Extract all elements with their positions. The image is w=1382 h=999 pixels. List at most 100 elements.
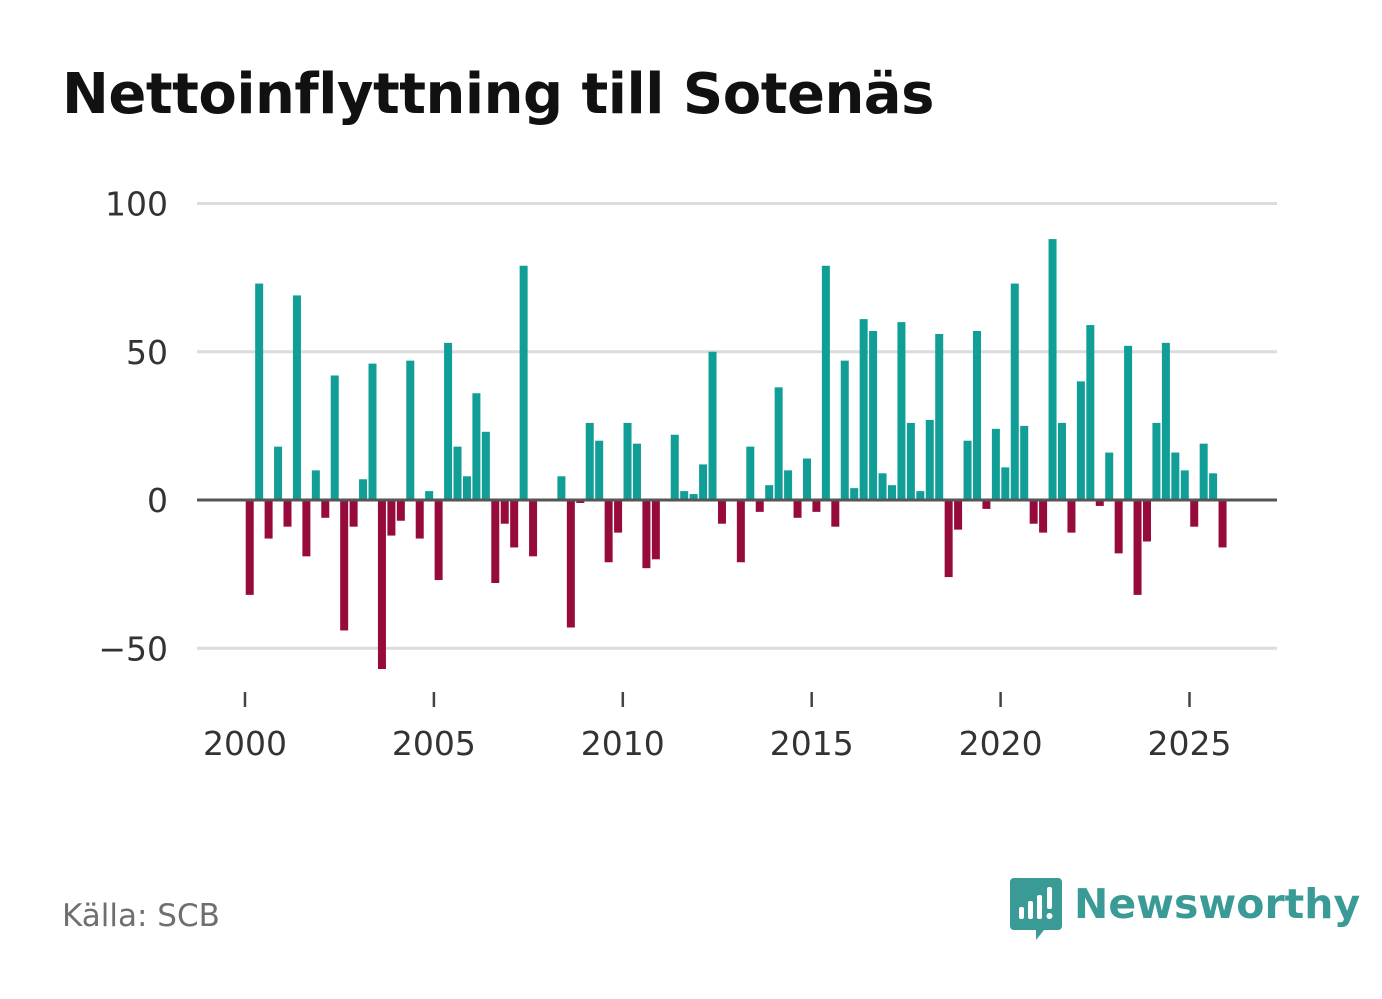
bar bbox=[765, 485, 774, 500]
bar bbox=[387, 500, 396, 536]
bar bbox=[1057, 422, 1066, 500]
bar bbox=[359, 479, 368, 500]
bar bbox=[906, 422, 915, 500]
bar bbox=[283, 500, 292, 527]
bar bbox=[699, 464, 708, 500]
bar bbox=[434, 500, 443, 581]
bar bbox=[1010, 283, 1019, 500]
bar bbox=[1152, 422, 1161, 500]
x-tick-label: 2010 bbox=[581, 724, 665, 763]
bar bbox=[472, 393, 481, 500]
bar bbox=[972, 331, 981, 500]
brand-name: Newsworthy bbox=[1074, 880, 1361, 928]
bar bbox=[1124, 345, 1133, 500]
bar bbox=[1161, 342, 1170, 500]
bar bbox=[321, 500, 330, 518]
bar bbox=[1199, 443, 1208, 500]
bar bbox=[746, 446, 755, 500]
bar bbox=[935, 333, 944, 500]
bar bbox=[850, 488, 859, 500]
gridlines bbox=[197, 202, 1277, 650]
bar bbox=[1076, 381, 1085, 500]
bar bbox=[784, 470, 793, 500]
bar bbox=[264, 500, 273, 539]
bar bbox=[425, 491, 434, 500]
y-tick-label: 50 bbox=[126, 333, 168, 372]
bar bbox=[840, 360, 849, 500]
bar bbox=[406, 360, 415, 500]
bar bbox=[812, 500, 821, 512]
bar bbox=[585, 422, 594, 500]
bar bbox=[755, 500, 764, 512]
bar bbox=[614, 500, 623, 533]
bar bbox=[1086, 325, 1095, 500]
bar bbox=[340, 500, 349, 631]
bar bbox=[802, 458, 811, 500]
bar bbox=[274, 446, 283, 500]
bar bbox=[1067, 500, 1076, 533]
bar bbox=[859, 319, 868, 500]
bar bbox=[821, 265, 830, 500]
bar bbox=[444, 342, 453, 500]
bar bbox=[642, 500, 651, 569]
bar bbox=[1001, 467, 1010, 500]
x-tick-label: 2005 bbox=[392, 724, 476, 763]
bar bbox=[774, 387, 783, 500]
bar bbox=[680, 491, 689, 500]
bar bbox=[330, 375, 339, 500]
bar bbox=[604, 500, 613, 563]
bar bbox=[878, 473, 887, 500]
bar bbox=[1209, 473, 1218, 500]
bar bbox=[632, 443, 641, 500]
bar bbox=[415, 500, 424, 539]
bar bbox=[510, 500, 519, 548]
bar bbox=[557, 476, 566, 500]
bar bbox=[1143, 500, 1151, 542]
bar bbox=[1190, 500, 1199, 527]
bar bbox=[595, 440, 604, 500]
bar bbox=[954, 500, 963, 530]
bar bbox=[944, 500, 953, 578]
bar bbox=[1095, 500, 1104, 506]
source-note: Källa: SCB bbox=[62, 898, 220, 934]
bar bbox=[377, 500, 386, 669]
bar bbox=[491, 500, 500, 584]
bar bbox=[670, 434, 679, 500]
bar bbox=[916, 491, 925, 500]
bar bbox=[368, 363, 377, 500]
x-tick-label: 2000 bbox=[203, 724, 287, 763]
bars bbox=[245, 239, 1227, 669]
bar bbox=[302, 500, 311, 557]
chart-title: Nettoinflyttning till Sotenäs bbox=[62, 62, 934, 127]
bar bbox=[481, 431, 490, 500]
bar bbox=[255, 283, 264, 500]
brand-logo[interactable]: Newsworthy bbox=[1010, 878, 1360, 942]
bar bbox=[623, 422, 632, 500]
bar bbox=[963, 440, 972, 500]
y-tick-label: 100 bbox=[105, 185, 168, 224]
newsworthy-logo-icon bbox=[1010, 878, 1062, 940]
bar bbox=[1105, 452, 1114, 500]
bar bbox=[1218, 500, 1227, 548]
y-tick-label: 0 bbox=[147, 481, 168, 520]
y-tick-label: −50 bbox=[98, 629, 168, 668]
bar bbox=[566, 500, 575, 628]
bar bbox=[396, 500, 405, 521]
bar bbox=[991, 428, 1000, 500]
bar bbox=[529, 500, 538, 557]
bar bbox=[292, 295, 301, 500]
bar bbox=[793, 500, 802, 518]
bar bbox=[689, 494, 698, 500]
bar bbox=[462, 476, 471, 500]
bar bbox=[897, 322, 906, 500]
bar bbox=[500, 500, 509, 524]
bar bbox=[651, 500, 660, 560]
bar bbox=[1039, 500, 1048, 533]
bar bbox=[831, 500, 840, 527]
x-tick-label: 2025 bbox=[1148, 724, 1232, 763]
bar bbox=[1133, 500, 1142, 595]
bar bbox=[1171, 452, 1180, 500]
bar bbox=[736, 500, 745, 563]
bar bbox=[869, 331, 878, 500]
bar bbox=[311, 470, 320, 500]
